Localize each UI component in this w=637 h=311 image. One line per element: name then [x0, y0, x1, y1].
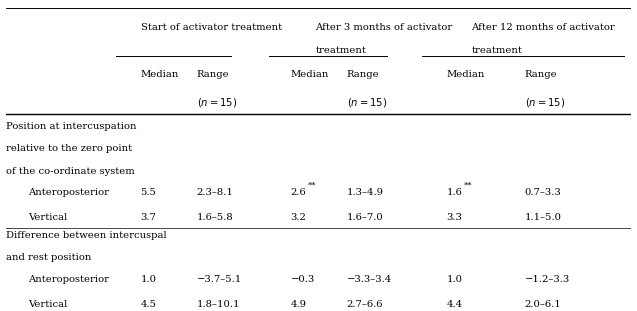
- Text: treatment: treatment: [471, 46, 522, 55]
- Text: $(n=15)$: $(n=15)$: [524, 96, 565, 109]
- Text: 1.1–5.0: 1.1–5.0: [524, 213, 561, 222]
- Text: **: **: [308, 182, 317, 190]
- Text: 3.2: 3.2: [290, 213, 306, 222]
- Text: 4.9: 4.9: [290, 300, 306, 309]
- Text: 1.8–10.1: 1.8–10.1: [197, 300, 240, 309]
- Text: −3.3–3.4: −3.3–3.4: [347, 275, 392, 284]
- Text: After 12 months of activator: After 12 months of activator: [471, 23, 615, 32]
- Text: 1.6–7.0: 1.6–7.0: [347, 213, 383, 222]
- Text: After 3 months of activator: After 3 months of activator: [315, 23, 453, 32]
- Text: 1.3–4.9: 1.3–4.9: [347, 188, 383, 197]
- Text: 0.7–3.3: 0.7–3.3: [524, 188, 561, 197]
- Text: and rest position: and rest position: [6, 253, 92, 262]
- Text: $(n=15)$: $(n=15)$: [347, 96, 387, 109]
- Text: 2.3–8.1: 2.3–8.1: [197, 188, 234, 197]
- Text: 4.5: 4.5: [141, 300, 157, 309]
- Text: −1.2–3.3: −1.2–3.3: [524, 275, 569, 284]
- Text: Vertical: Vertical: [28, 300, 68, 309]
- Text: 1.6–5.8: 1.6–5.8: [197, 213, 234, 222]
- Text: Range: Range: [524, 70, 557, 79]
- Text: Position at intercuspation: Position at intercuspation: [6, 122, 137, 131]
- Text: of the co-ordinate system: of the co-ordinate system: [6, 167, 135, 176]
- Text: 3.7: 3.7: [141, 213, 157, 222]
- Text: 1.0: 1.0: [141, 275, 157, 284]
- Text: Difference between intercuspal: Difference between intercuspal: [6, 231, 167, 240]
- Text: 5.5: 5.5: [141, 188, 157, 197]
- Text: 1.0: 1.0: [447, 275, 462, 284]
- Text: 1.6: 1.6: [447, 188, 462, 197]
- Text: Start of activator treatment: Start of activator treatment: [141, 23, 282, 32]
- Text: Anteroposterior: Anteroposterior: [28, 188, 109, 197]
- Text: **: **: [464, 182, 473, 190]
- Text: 2.0–6.1: 2.0–6.1: [524, 300, 561, 309]
- Text: −0.3: −0.3: [290, 275, 315, 284]
- Text: Range: Range: [197, 70, 229, 79]
- Text: 2.7–6.6: 2.7–6.6: [347, 300, 383, 309]
- Text: Anteroposterior: Anteroposterior: [28, 275, 109, 284]
- Text: 2.6: 2.6: [290, 188, 306, 197]
- Text: Vertical: Vertical: [28, 213, 68, 222]
- Text: treatment: treatment: [315, 46, 366, 55]
- Text: −3.7–5.1: −3.7–5.1: [197, 275, 242, 284]
- Text: Median: Median: [290, 70, 329, 79]
- Text: $(n=15)$: $(n=15)$: [197, 96, 237, 109]
- Text: Median: Median: [447, 70, 485, 79]
- Text: 3.3: 3.3: [447, 213, 462, 222]
- Text: Range: Range: [347, 70, 379, 79]
- Text: relative to the zero point: relative to the zero point: [6, 145, 132, 153]
- Text: 4.4: 4.4: [447, 300, 462, 309]
- Text: Median: Median: [141, 70, 179, 79]
